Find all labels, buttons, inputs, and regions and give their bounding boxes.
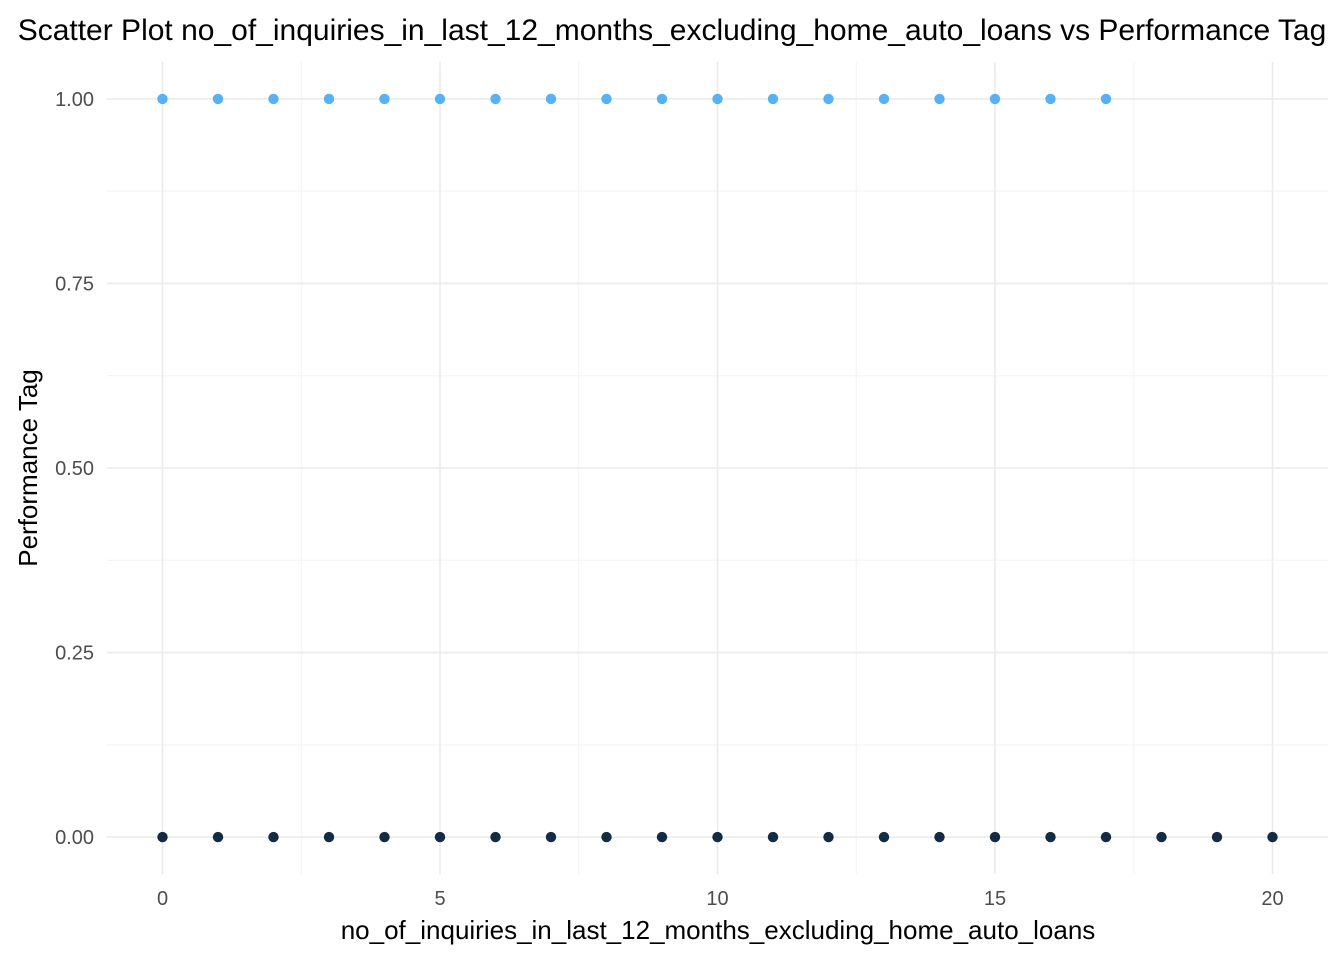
x-tick-label: 20 [1261, 888, 1283, 910]
y-tick-label: 0.00 [55, 827, 94, 849]
data-point [712, 831, 723, 843]
data-point [434, 93, 446, 105]
data-point [934, 93, 945, 105]
data-point [1100, 831, 1112, 843]
data-point [379, 831, 390, 843]
chart-title: Scatter Plot no_of_inquiries_in_last_12_… [18, 14, 1327, 47]
data-point [712, 93, 723, 105]
y-tick-label: 0.25 [55, 643, 94, 665]
data-point [878, 93, 890, 105]
x-tick-label: 10 [706, 888, 728, 910]
data-point [323, 831, 335, 843]
data-point [212, 831, 224, 843]
y-tick-label: 0.75 [55, 273, 94, 295]
data-point [878, 831, 890, 843]
data-point [1156, 831, 1167, 843]
data-point [434, 831, 446, 843]
data-point [490, 831, 501, 843]
data-point [767, 93, 779, 105]
data-point [934, 831, 945, 843]
y-tick-label: 1.00 [55, 89, 94, 111]
data-point [379, 93, 390, 105]
y-axis-ticks: 0.00 0.25 0.50 0.75 1.00 [55, 89, 94, 849]
data-point [157, 93, 168, 105]
x-tick-label: 5 [434, 888, 445, 910]
data-point [656, 831, 668, 843]
data-point [268, 831, 279, 843]
data-point [212, 93, 224, 105]
x-tick-label: 0 [157, 888, 168, 910]
data-point [1045, 93, 1056, 105]
data-points [157, 93, 1278, 843]
data-point [490, 93, 501, 105]
data-point [989, 93, 1001, 105]
x-tick-label: 15 [984, 888, 1006, 910]
y-axis-title: Performance Tag [13, 369, 43, 567]
data-point [1045, 831, 1056, 843]
data-point [989, 831, 1001, 843]
data-point [601, 93, 612, 105]
data-point [656, 93, 668, 105]
data-point [323, 93, 335, 105]
data-point [545, 93, 557, 105]
data-point [1267, 831, 1278, 843]
data-point [823, 831, 834, 843]
data-point [823, 93, 834, 105]
x-axis-ticks: 0 5 10 15 20 [157, 888, 1284, 910]
data-point [545, 831, 557, 843]
y-tick-label: 0.50 [55, 458, 94, 480]
data-point [1211, 831, 1223, 843]
data-point [1100, 93, 1112, 105]
data-point [268, 93, 279, 105]
data-point [601, 831, 612, 843]
x-axis-title: no_of_inquiries_in_last_12_months_exclud… [341, 915, 1096, 945]
data-point [767, 831, 779, 843]
data-point [157, 831, 168, 843]
